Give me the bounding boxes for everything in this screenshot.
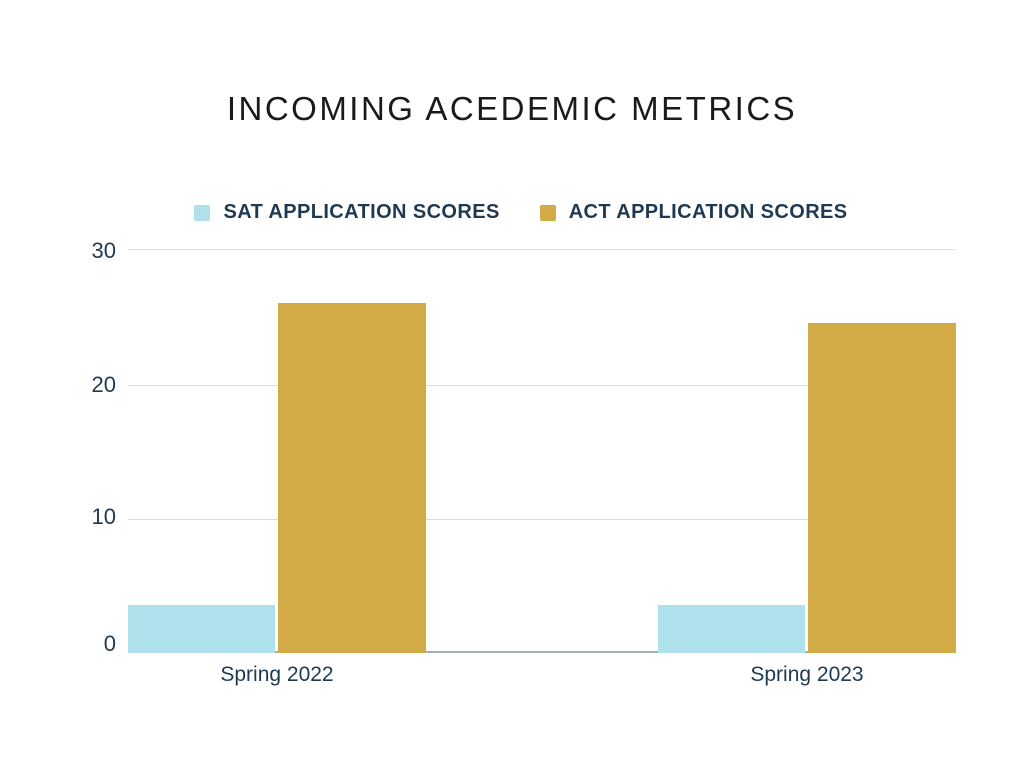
- y-tick-label: 20: [91, 372, 116, 397]
- x-tick-label-spring-2022: Spring 2022: [220, 663, 334, 686]
- legend-item-act[interactable]: ACT APPLICATION SCORES: [539, 201, 848, 224]
- y-tick-label: 30: [91, 238, 116, 263]
- x-tick-label-spring-2023: Spring 2023: [750, 663, 864, 686]
- gridline-10: [128, 519, 955, 520]
- bar-group-spring-2022: [128, 249, 426, 653]
- y-tick-label: 0: [103, 631, 116, 656]
- legend-item-sat[interactable]: SAT APPLICATION SCORES: [194, 201, 499, 224]
- gridline-30: [128, 249, 955, 250]
- x-axis-baseline: [128, 651, 955, 653]
- bar-sat-spring-2023[interactable]: [658, 604, 805, 653]
- chart-title: INCOMING ACEDEMIC METRICS: [226, 90, 798, 127]
- legend: SAT APPLICATION SCORES ACT APPLICATION S…: [0, 201, 1024, 224]
- legend-label-act: ACT APPLICATION SCORES: [568, 201, 848, 223]
- legend-label-sat: SAT APPLICATION SCORES: [223, 201, 500, 223]
- y-tick-label: 10: [91, 504, 116, 529]
- x-axis: Spring 2022 Spring 2023: [128, 663, 955, 693]
- plot-area: [128, 249, 956, 653]
- bar-act-spring-2023[interactable]: [808, 323, 956, 653]
- bar-sat-spring-2022[interactable]: [128, 604, 275, 653]
- bar-group-spring-2023: [658, 249, 956, 653]
- bar-act-spring-2022[interactable]: [278, 302, 426, 653]
- y-axis: 30 20 10 0: [0, 0, 116, 768]
- legend-swatch-sat-icon: [194, 204, 211, 221]
- gridline-20: [128, 385, 955, 386]
- legend-swatch-act-icon: [539, 204, 556, 221]
